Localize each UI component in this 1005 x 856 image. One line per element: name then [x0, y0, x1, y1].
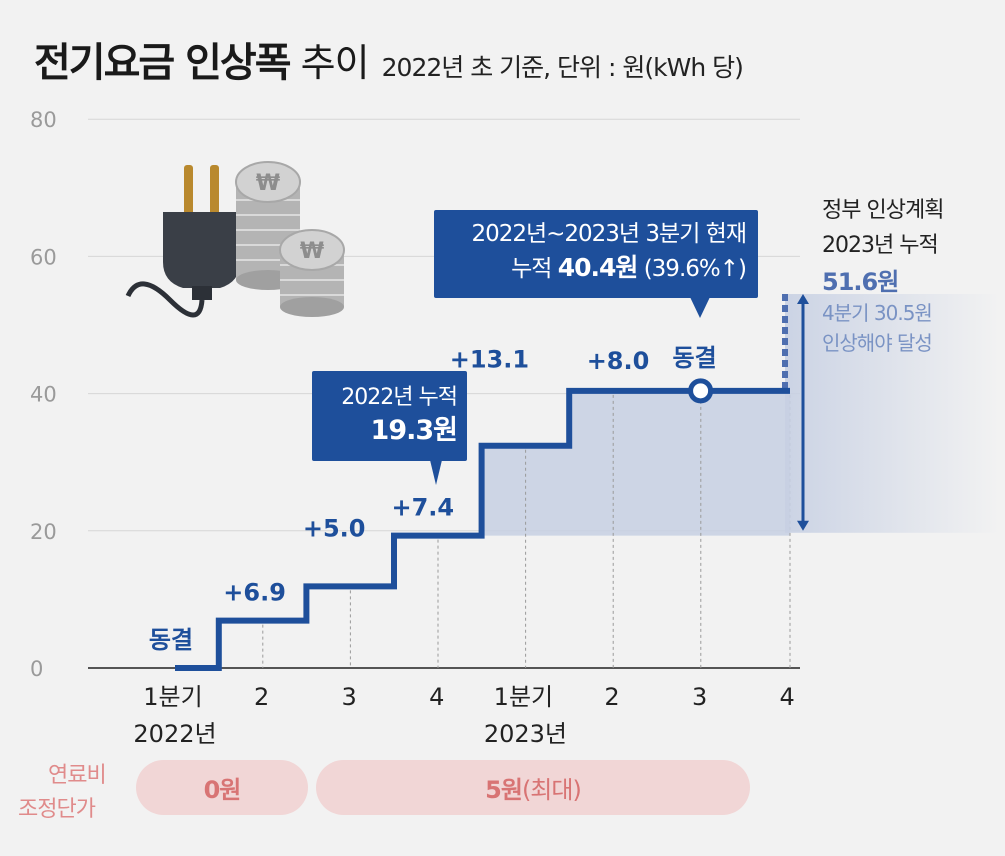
callout-2022-value: 19.3원 — [370, 415, 458, 446]
plan-arrow-up — [797, 294, 809, 305]
x-tick-label: 2 — [604, 683, 619, 711]
plan-arrow-down — [797, 520, 809, 531]
chart-title: 전기요금 인상폭 추이 2022년 초 기준, 단위 : 원(kWh 당) — [34, 30, 744, 88]
x-tick-label: 2 — [254, 683, 269, 711]
plan-band — [785, 294, 1000, 533]
svg-text:₩: ₩ — [256, 171, 280, 196]
increment-label: +7.4 — [391, 494, 454, 522]
callout-2023-suffix: (39.6%↑) — [637, 256, 747, 282]
gov-plan-subtitle: 2023년 누적 — [822, 233, 939, 258]
gov-plan-note: 인상해야 달성 — [822, 331, 933, 355]
increment-label: 동결 — [673, 344, 717, 372]
fuel-cost-2023-pill: 5원 (최대) — [316, 760, 750, 815]
series-step-line — [175, 387, 790, 671]
year-label: 2023년 — [484, 720, 567, 748]
freeze-marker — [688, 378, 714, 404]
callout-2023-label: 2022년~2023년 3분기 현재 — [471, 221, 747, 247]
year-label: 2022년 — [133, 720, 216, 748]
subtitle: 2022년 초 기준, 단위 : 원(kWh 당) — [381, 53, 744, 82]
callout-2022-pointer — [430, 460, 442, 485]
callout-2023-cumulative: 2022년~2023년 3분기 현재 누적 40.4원 (39.6%↑) — [434, 210, 758, 298]
callout-2023-value: 40.4원 — [557, 253, 639, 282]
x-tick-label: 1분기 — [143, 683, 202, 711]
title-main: 전기요금 인상폭 — [34, 40, 292, 86]
x-tick-label: 3 — [342, 683, 357, 711]
x-tick-label: 4 — [780, 683, 795, 711]
area-2023 — [481, 390, 790, 536]
increment-label: +6.9 — [223, 579, 286, 607]
gov-plan-value: 51.6원 — [822, 268, 899, 296]
increment-label: +13.1 — [450, 346, 529, 374]
callout-2023-prefix: 누적 — [511, 256, 558, 282]
callout-2023-pointer — [690, 297, 710, 318]
y-tick-label: 40 — [30, 383, 57, 407]
svg-text:₩: ₩ — [300, 239, 324, 264]
callout-2022-cumulative: 2022년 누적 19.3원 — [312, 371, 467, 461]
fuel-cost-label-1: 연료비 — [48, 763, 107, 788]
fuel-cost-2022-value: 0원 — [203, 776, 242, 804]
x-tick-label: 4 — [429, 683, 444, 711]
gov-plan-title: 정부 인상계획 — [822, 198, 944, 223]
y-tick-label: 60 — [30, 245, 57, 269]
y-tick-label: 80 — [30, 108, 57, 132]
callout-2022-label: 2022년 누적 — [341, 385, 458, 410]
y-tick-label: 20 — [30, 520, 57, 544]
increment-label: +5.0 — [303, 514, 366, 542]
x-tick-label: 1분기 — [494, 683, 553, 711]
y-tick-label: 0 — [30, 657, 43, 681]
x-tick-label: 3 — [692, 683, 707, 711]
callout-2023-total: 누적 40.4원 (39.6%↑) — [434, 251, 747, 286]
gov-plan-q4-needed: 4분기 30.5원 — [822, 301, 933, 325]
increment-label: 동결 — [149, 626, 193, 654]
fuel-cost-label-2: 조정단가 — [18, 797, 96, 822]
title-secondary: 추이 — [300, 41, 370, 85]
fuel-cost-2023-suffix: (최대) — [521, 776, 582, 804]
plug-icon — [125, 165, 240, 318]
fuel-cost-2023-value: 5원 — [485, 776, 523, 804]
fuel-cost-2022-pill: 0원 — [136, 760, 308, 815]
won-coins-icon: ₩ ₩ — [235, 161, 345, 317]
increment-label: +8.0 — [587, 347, 650, 375]
